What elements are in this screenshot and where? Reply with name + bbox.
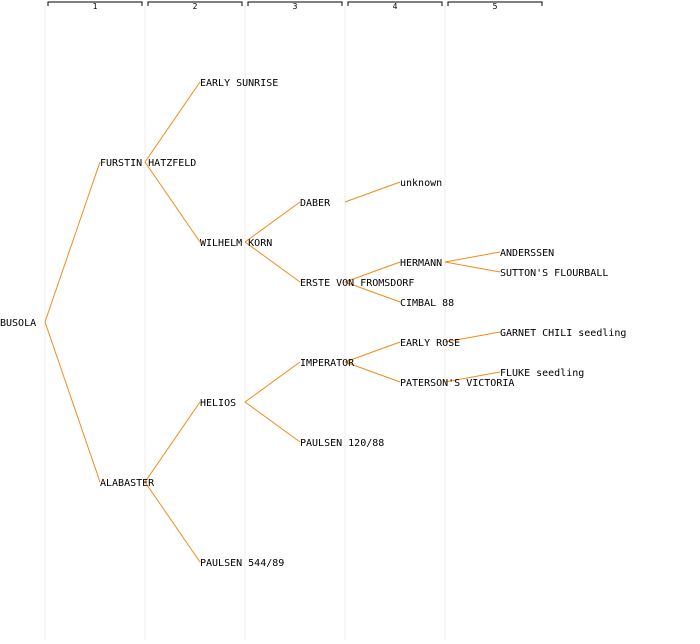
- node-unknown: unknown: [400, 178, 442, 189]
- generation-bracket: [147, 1, 243, 6]
- node-early-sunrise: EARLY SUNRISE: [200, 78, 278, 89]
- node-paulsen-120: PAULSEN 120/88: [300, 438, 384, 449]
- node-hermann: HERMANN: [400, 258, 442, 269]
- generation-bracket: [447, 1, 543, 6]
- node-furstin: FURSTIN HATZFELD: [100, 158, 196, 169]
- column-dividers: [44, 6, 446, 640]
- edge-alabaster-to-paulsen-544: [144, 481, 201, 563]
- node-busola: BUSOLA: [0, 318, 36, 329]
- edge-hermann-to-anderssen: [444, 251, 501, 263]
- edge-helios-to-imperator: [244, 361, 301, 403]
- node-early-rose: EARLY ROSE: [400, 338, 460, 349]
- edge-helios-to-paulsen-120: [244, 401, 301, 443]
- node-erste: ERSTE VON FROMSDORF: [300, 278, 414, 289]
- edge-imperator-to-early-rose: [344, 341, 401, 363]
- edge-furstin-to-wilhelm-korn: [144, 161, 201, 243]
- edge-busola-to-furstin: [44, 161, 101, 323]
- generation-number: 2: [193, 2, 198, 11]
- edge-wilhelm-korn-to-erste: [244, 241, 301, 283]
- node-cimbal: CIMBAL 88: [400, 298, 454, 309]
- generation-number: 3: [293, 2, 298, 11]
- generation-header: 1 2 3 4 5: [47, 1, 543, 11]
- generation-number: 1: [93, 2, 98, 11]
- node-anderssen: ANDERSSEN: [500, 248, 554, 259]
- generation-number: 4: [393, 2, 398, 11]
- node-daber: DABER: [300, 198, 331, 209]
- node-helios[interactable]: HELIOS: [200, 398, 236, 409]
- node-garnet: GARNET CHILI seedling: [500, 328, 626, 339]
- node-paulsen-544: PAULSEN 544/89: [200, 558, 284, 569]
- node-imperator: IMPERATOR: [300, 358, 355, 369]
- edge-busola-to-alabaster: [44, 321, 101, 483]
- node-sutton: SUTTON'S FLOURBALL: [500, 268, 608, 279]
- edge-imperator-to-paterson: [344, 361, 401, 383]
- node-fluke: FLUKE seedling: [500, 368, 584, 379]
- generation-bracket: [47, 1, 143, 6]
- generation-bracket: [347, 1, 443, 6]
- generation-number: 5: [493, 2, 498, 11]
- tree-edges: [44, 81, 501, 563]
- node-paterson: PATERSON'S VICTORIA: [400, 378, 514, 389]
- edge-erste-to-hermann: [344, 261, 401, 283]
- edge-wilhelm-korn-to-daber: [244, 201, 301, 243]
- tree-labels: BUSOLA FURSTIN HATZFELD ALABASTER EARLY SUN…: [0, 78, 626, 569]
- node-alabaster: ALABASTER: [100, 478, 155, 489]
- edge-hermann-to-sutton: [444, 261, 501, 273]
- edge-furstin-to-early-sunrise: [144, 81, 201, 163]
- edge-alabaster-to-helios: [144, 401, 201, 483]
- edge-early-rose-to-garnet: [444, 331, 501, 343]
- edge-paterson-to-fluke: [444, 371, 501, 383]
- edge-daber-to-unknown: [344, 181, 401, 203]
- edge-erste-to-cimbal: [344, 281, 401, 303]
- node-wilhelm-korn: WILHELM KORN: [200, 238, 272, 249]
- generation-bracket: [247, 1, 343, 6]
